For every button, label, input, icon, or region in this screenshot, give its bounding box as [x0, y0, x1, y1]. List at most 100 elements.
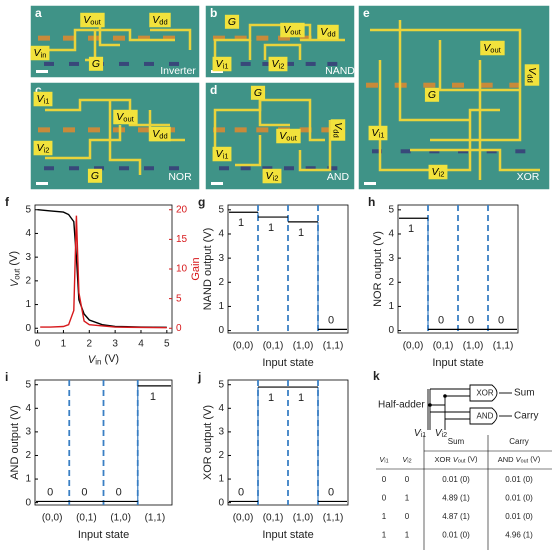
device [429, 149, 440, 154]
y-tick-label: 0 [218, 325, 224, 336]
table-cell: 0.01 (0) [505, 512, 533, 521]
logic-label: 0 [438, 314, 444, 326]
pad [33, 140, 53, 156]
trace [150, 28, 192, 50]
text-part: out [123, 114, 134, 123]
wiring [429, 388, 470, 430]
device [69, 61, 79, 66]
logic-label: 0 [81, 486, 87, 498]
pad-label-text: G [428, 89, 436, 101]
logic-label: 1 [298, 392, 304, 404]
device [119, 61, 129, 66]
caption: Inverter [160, 65, 196, 77]
logic-label: 0 [47, 486, 53, 498]
pad-label-text: Vi2 [37, 142, 50, 154]
pad [262, 168, 282, 184]
logic-label: 1 [298, 227, 304, 239]
chart: i 0 1 2 3 4 5 AND output (V) 0 (0,0) 0 (0,1) 0 (1,0) 1… [5, 370, 173, 541]
pad-label: Vout [480, 40, 505, 56]
pad [428, 164, 448, 180]
panel-letter: b [210, 6, 217, 20]
table-cell: 0.01 (0) [442, 475, 470, 484]
device [305, 166, 316, 171]
device [299, 127, 312, 133]
device [256, 127, 269, 133]
device [113, 35, 125, 41]
y2-tick-label: 5 [176, 293, 182, 304]
text-part: V [83, 14, 91, 26]
pad [212, 146, 232, 162]
panel-letter: d [210, 83, 217, 97]
pad-label-text: Vdd [152, 14, 167, 26]
device [213, 127, 225, 133]
x-tick-label: (0,0) [403, 341, 424, 352]
text-part: out [490, 45, 501, 54]
text-part: i2 [407, 459, 411, 465]
trace [258, 100, 290, 127]
text-part: V [152, 14, 160, 26]
device [327, 61, 338, 66]
y-axis-label: XOR output (V) [202, 405, 214, 480]
device [94, 166, 104, 171]
text-part: G [428, 89, 436, 101]
pad-label-text: Vi2 [272, 58, 285, 70]
logic-label: 0 [116, 486, 122, 498]
device [119, 166, 129, 171]
half-adder-label: Half-adder [378, 400, 425, 411]
pad-label: Vdd [149, 126, 171, 142]
input-label: Vi1 [414, 428, 426, 439]
pad [149, 12, 171, 28]
panel-letter: c [35, 83, 42, 97]
y-tick-label: 3 [25, 252, 31, 263]
trace [263, 43, 302, 60]
text-part: V [414, 428, 422, 439]
text-part: in [41, 50, 47, 59]
x-tick-label: (0,0) [233, 341, 254, 352]
trace [398, 20, 470, 122]
text-part: V [320, 26, 328, 38]
pad [30, 45, 50, 61]
pad-label-text: Vout [483, 42, 501, 54]
text-part: V [432, 166, 440, 178]
y-tick-label: 3 [218, 427, 224, 438]
pad [113, 109, 138, 125]
gate [469, 384, 498, 402]
device [234, 127, 247, 133]
x-tick-label: (1,0) [463, 341, 484, 352]
text-part: V [152, 128, 160, 140]
y-tick-label: 1 [218, 301, 224, 312]
trace [45, 125, 122, 160]
pad [276, 128, 301, 144]
pad [33, 91, 53, 107]
y-tick-label: 2 [218, 450, 224, 461]
pad-label-text: Vi1 [216, 58, 229, 70]
x-tick-label: (0,1) [76, 513, 97, 524]
device [213, 35, 225, 41]
panel-letter: k [373, 369, 380, 383]
text-part: out [458, 459, 466, 465]
scale-bar [36, 70, 48, 73]
text-part: dd [159, 17, 167, 26]
trace [438, 40, 520, 92]
column-header: Vi2 [402, 455, 411, 465]
text-part: i1 [223, 151, 229, 160]
pad [80, 12, 105, 28]
pad-label-text: Vout [283, 24, 301, 36]
pad [368, 125, 388, 141]
pad-label: Vout [280, 22, 305, 38]
text-part: V [332, 122, 344, 130]
x-tick-label: (0,1) [263, 513, 284, 524]
y-tick-label: 4 [218, 403, 224, 414]
device [321, 127, 334, 133]
device [69, 166, 79, 171]
x-tick-label: (1,0) [110, 513, 131, 524]
device [366, 82, 378, 88]
x-axis-label: Input state [262, 357, 313, 369]
text-part: out [521, 459, 529, 465]
pad-label: Vout [276, 128, 301, 144]
text-part: V [216, 58, 224, 70]
pad-label: Vi1 [368, 125, 388, 141]
panel-letter: j [197, 370, 201, 384]
column-header: Vi1 [379, 455, 388, 465]
